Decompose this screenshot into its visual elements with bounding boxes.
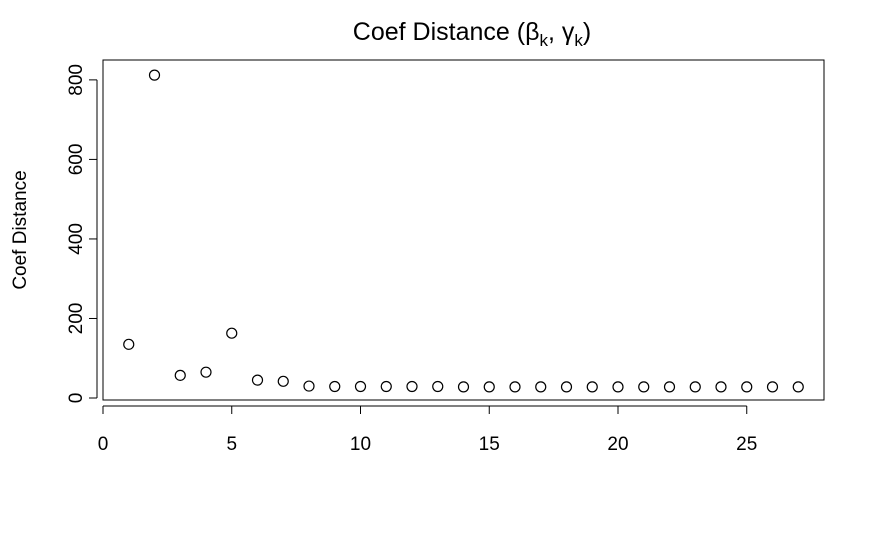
- y-tick-label: 200: [66, 303, 87, 335]
- data-point: [638, 381, 650, 393]
- data-point: [612, 381, 624, 393]
- data-point: [766, 381, 779, 393]
- data-point: [329, 380, 341, 393]
- data-point: [741, 381, 753, 393]
- data-point: [251, 374, 264, 386]
- x-tick-label: 10: [350, 434, 371, 455]
- data-point: [226, 327, 238, 339]
- data-point: [354, 380, 367, 393]
- x-tick-label: 25: [736, 434, 757, 455]
- y-tick-label: 800: [66, 64, 87, 96]
- data-point: [715, 381, 727, 393]
- x-tick-label: 0: [98, 434, 109, 455]
- data-point: [535, 381, 547, 393]
- data-point: [380, 380, 392, 393]
- data-point: [483, 381, 495, 393]
- chart-title: Coef Distance (βk, γk): [353, 18, 591, 50]
- x-axis: 0 5 10 15 20 25: [98, 405, 757, 455]
- y-axis: 0 200 400 600 800: [66, 64, 98, 404]
- data-point: [509, 381, 521, 393]
- data-point: [406, 380, 418, 393]
- data-point: [586, 381, 598, 393]
- x-tick-label: 20: [607, 434, 628, 455]
- data-point: [560, 381, 573, 393]
- data-point: [303, 380, 315, 392]
- y-axis-label: Coef Distance: [10, 170, 31, 289]
- data-points: [123, 69, 804, 393]
- data-point: [174, 369, 186, 381]
- y-tick-label: 400: [66, 223, 87, 255]
- y-tick-label: 600: [66, 144, 87, 176]
- data-point: [148, 69, 161, 81]
- data-point: [200, 366, 212, 378]
- y-tick-label: 0: [66, 393, 87, 404]
- data-point: [689, 381, 701, 393]
- data-point: [432, 380, 444, 393]
- x-tick-label: 15: [479, 434, 500, 455]
- data-point: [123, 338, 135, 350]
- data-point: [277, 375, 289, 387]
- data-point: [663, 381, 676, 393]
- plot-box: [102, 59, 825, 401]
- data-point: [457, 381, 470, 393]
- x-tick-label: 5: [226, 434, 237, 455]
- data-point: [792, 381, 804, 393]
